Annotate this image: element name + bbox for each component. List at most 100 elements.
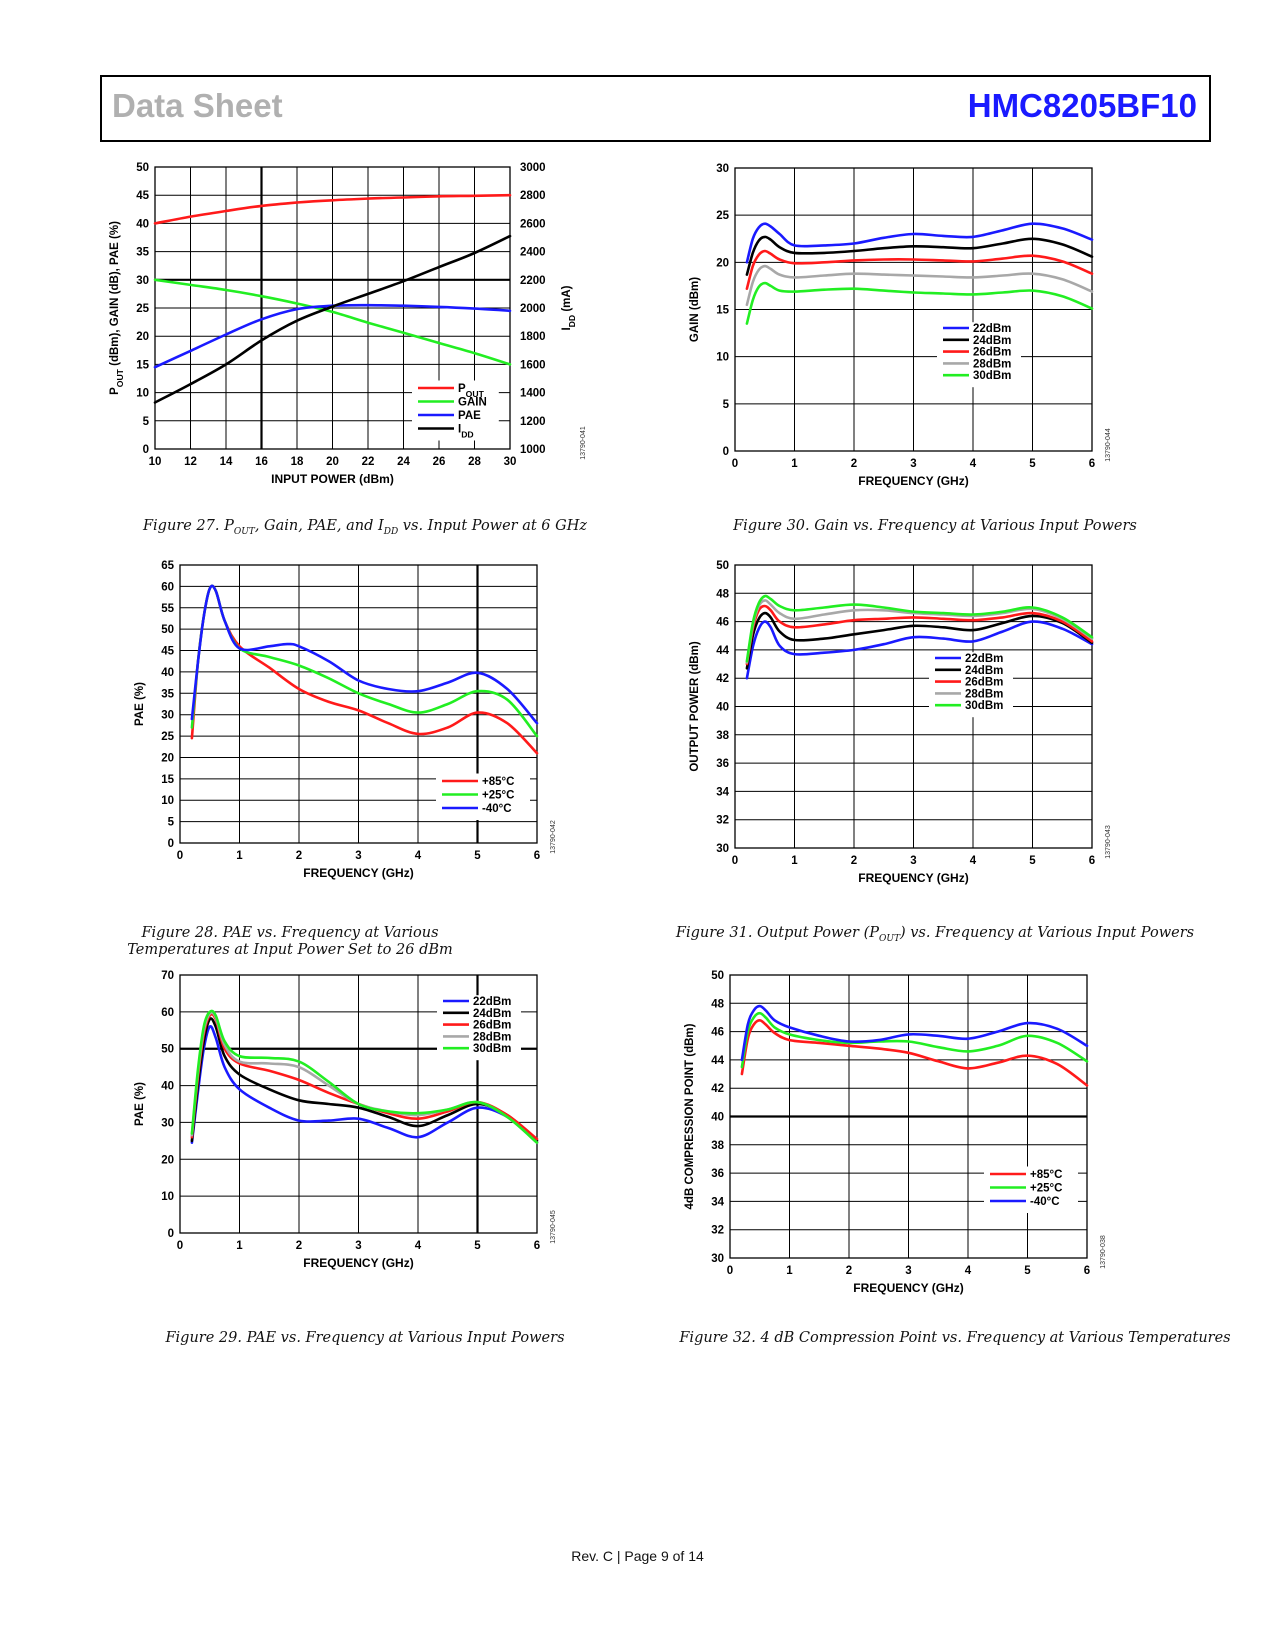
x-tick-label: 10 bbox=[149, 456, 162, 468]
caption-fig32: Figure 32. 4 dB Compression Point vs. Fr… bbox=[679, 1330, 1231, 1346]
y-axis-label: 4dB COMPRESSION POINT (dBm) bbox=[684, 1023, 696, 1209]
x-tick-label: 0 bbox=[177, 1240, 183, 1252]
y-axis-label: POUT (dBm), GAIN (dB), PAE (%) bbox=[109, 221, 125, 395]
y-tick-label: 50 bbox=[161, 624, 174, 636]
x-tick-label: 4 bbox=[965, 1265, 972, 1277]
x-tick-label: 5 bbox=[474, 1240, 481, 1252]
figure-code: 13790-043 bbox=[1105, 825, 1112, 859]
x-tick-label: 2 bbox=[851, 855, 857, 867]
legend-label: -40°C bbox=[1030, 1196, 1060, 1208]
x-tick-label: 3 bbox=[355, 850, 361, 862]
y-tick-label: 10 bbox=[161, 1191, 174, 1203]
x-tick-label: 1 bbox=[236, 1240, 243, 1252]
y-tick-label: 40 bbox=[716, 702, 729, 714]
x-tick-label: 6 bbox=[534, 850, 540, 862]
y-tick-label: 30 bbox=[161, 710, 174, 722]
y-tick-label: 38 bbox=[711, 1140, 724, 1152]
y-tick-label: 15 bbox=[161, 774, 174, 786]
y-tick-label: 20 bbox=[161, 1154, 174, 1166]
y-tick-label: 65 bbox=[161, 560, 174, 572]
y-tick-label: 10 bbox=[161, 795, 174, 807]
y-tick-label: 44 bbox=[711, 1055, 724, 1067]
legend-box bbox=[412, 380, 499, 441]
caption-fig29: Figure 29. PAE vs. Frequency at Various … bbox=[165, 1330, 565, 1346]
y-tick-label: 34 bbox=[711, 1196, 724, 1208]
y-tick-label: 40 bbox=[161, 667, 174, 679]
y-tick-label: 50 bbox=[136, 162, 149, 174]
series-line-22dbm bbox=[190, 1024, 539, 1144]
y2-tick-label: 2400 bbox=[520, 247, 546, 259]
plot-frame bbox=[179, 564, 538, 844]
legend-label: 22dBm bbox=[965, 653, 1003, 665]
y2-axis-label: IDD (mA) bbox=[561, 285, 577, 330]
x-tick-label: 1 bbox=[786, 1265, 793, 1277]
y-tick-label: 5 bbox=[168, 817, 175, 829]
x-tick-label: 4 bbox=[415, 850, 422, 862]
x-tick-label: 2 bbox=[851, 458, 857, 470]
series-line-pout bbox=[153, 193, 512, 225]
series-line-24dbm bbox=[190, 1017, 539, 1143]
legend-label: GAIN bbox=[458, 397, 487, 409]
legend-label: 26dBm bbox=[473, 1020, 511, 1032]
series-line-idd bbox=[153, 234, 512, 404]
caption-fig27: Figure 27. POUT, Gain, PAE, and IDD vs. … bbox=[142, 518, 588, 537]
x-tick-label: 4 bbox=[970, 458, 977, 470]
chart-fig30: 0 1 2 3 4 5 6 0 5 10 15 20 25 30 FREQUENCY (GHz) GAIN (… bbox=[689, 163, 1112, 488]
y-axis-label: OUTPUT POWER (dBm) bbox=[689, 641, 701, 771]
x-tick-label: 2 bbox=[846, 1265, 852, 1277]
legend-label: 28dBm bbox=[973, 358, 1011, 370]
series-line-22dbm bbox=[745, 620, 1094, 680]
legend-label: -40°C bbox=[482, 803, 512, 815]
legend-label: 24dBm bbox=[473, 1008, 511, 1020]
x-tick-label: 22 bbox=[362, 456, 375, 468]
series-line-28dbm bbox=[745, 264, 1094, 307]
x-tick-label: 16 bbox=[255, 456, 268, 468]
x-tick-label: 2 bbox=[296, 1240, 302, 1252]
page-header: Data Sheet HMC8205BF10 bbox=[100, 75, 1211, 142]
y-tick-label: 35 bbox=[136, 247, 149, 259]
x-tick-label: 1 bbox=[791, 458, 798, 470]
y-tick-label: 40 bbox=[161, 1081, 174, 1093]
series-line-85c bbox=[740, 1019, 1089, 1087]
x-axis-label: FREQUENCY (GHz) bbox=[858, 871, 968, 885]
y2-tick-label: 2000 bbox=[520, 303, 546, 315]
x-tick-label: 14 bbox=[220, 456, 233, 468]
y-tick-label: 20 bbox=[161, 752, 174, 764]
y-tick-label: 10 bbox=[136, 388, 149, 400]
series-line-30dbm bbox=[745, 594, 1094, 663]
figure-code: 13790-045 bbox=[550, 1210, 557, 1244]
y-tick-label: 44 bbox=[716, 645, 729, 657]
y2-tick-label: 1000 bbox=[520, 444, 546, 456]
series-line-40c bbox=[740, 1004, 1089, 1062]
y-tick-label: 5 bbox=[143, 416, 150, 428]
x-tick-label: 5 bbox=[1024, 1265, 1031, 1277]
x-tick-label: 5 bbox=[1029, 458, 1036, 470]
y-tick-label: 50 bbox=[161, 1044, 174, 1056]
plot-frame bbox=[154, 166, 511, 450]
x-tick-label: 24 bbox=[397, 456, 410, 468]
page-footer: Rev. C | Page 9 of 14 bbox=[571, 1548, 704, 1564]
series-line-22dbm bbox=[745, 222, 1094, 264]
legend-label: PAE bbox=[458, 410, 481, 422]
y-tick-label: 48 bbox=[716, 588, 729, 600]
y-axis-label: GAIN (dBm) bbox=[689, 277, 701, 342]
chart-fig28: 0 1 2 3 4 5 605101520253035404550556065FREQUEN… bbox=[134, 560, 557, 880]
series-line-26dbm bbox=[745, 604, 1094, 666]
y-tick-label: 70 bbox=[161, 970, 174, 982]
caption-fig28: Figure 28. PAE vs. Frequency at Various … bbox=[127, 925, 453, 958]
x-tick-label: 6 bbox=[1084, 1265, 1090, 1277]
x-tick-label: 5 bbox=[474, 850, 481, 862]
y-tick-label: 34 bbox=[716, 786, 729, 798]
x-tick-label: 0 bbox=[732, 855, 738, 867]
legend-label: 30dBm bbox=[973, 370, 1011, 382]
y-tick-label: 32 bbox=[711, 1225, 724, 1237]
x-tick-label: 0 bbox=[732, 458, 738, 470]
y-tick-label: 55 bbox=[161, 603, 174, 615]
legend-label: +85°C bbox=[482, 776, 514, 788]
legend-label: 30dBm bbox=[965, 700, 1003, 712]
y-tick-label: 48 bbox=[711, 998, 724, 1010]
y-tick-label: 20 bbox=[136, 331, 149, 343]
plot-frame bbox=[179, 974, 538, 1234]
series-line-30dbm bbox=[745, 281, 1094, 325]
